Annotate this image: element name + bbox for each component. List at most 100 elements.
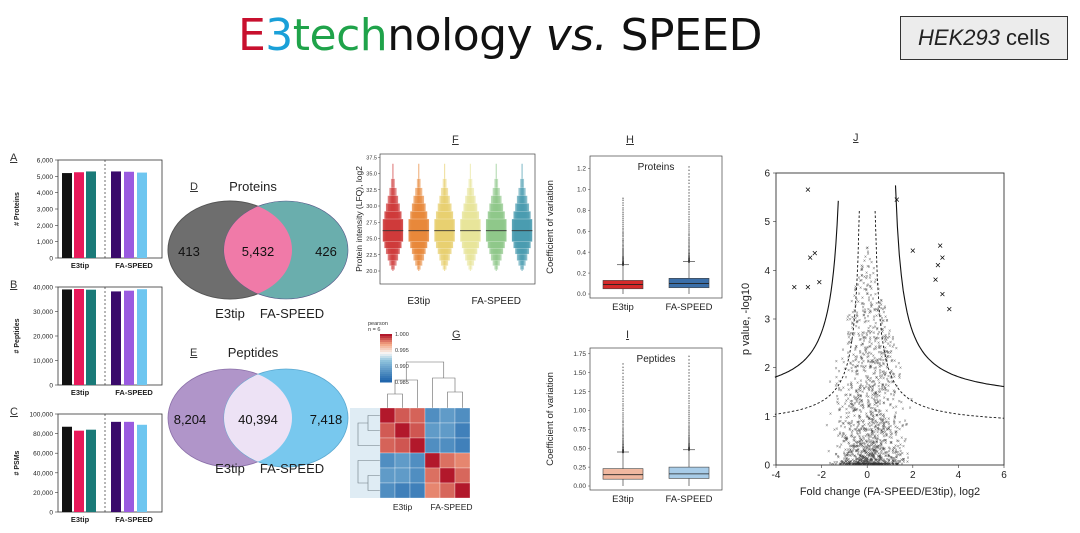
data-point: × [883, 446, 886, 452]
data-point: × [875, 462, 878, 468]
data-point: × [868, 420, 871, 426]
data-point: × [857, 393, 860, 399]
data-point: × [883, 337, 886, 343]
data-point: × [885, 462, 888, 468]
data-point: × [850, 402, 853, 408]
heatmap-cell [424, 467, 441, 484]
outlier: × [622, 410, 625, 415]
data-point: × [881, 462, 884, 468]
data-point: × [854, 427, 857, 433]
y-tick-label: 37.5 [366, 155, 377, 161]
data-point: × [866, 351, 869, 357]
data-point: × [884, 335, 887, 341]
data-point: × [877, 454, 880, 460]
data-point: × [895, 462, 898, 468]
data-point: × [873, 403, 876, 409]
data-point: × [876, 459, 879, 465]
data-point: × [854, 460, 857, 466]
data-point: × [874, 449, 877, 455]
data-point: × [860, 444, 863, 450]
data-point: × [850, 449, 853, 455]
data-point: × [878, 423, 881, 429]
data-point: × [875, 375, 878, 381]
data-point: × [841, 421, 844, 427]
outlier: × [622, 207, 625, 212]
data-point: × [871, 458, 874, 464]
data-point: × [854, 440, 857, 446]
data-point: × [883, 306, 886, 312]
data-point: × [883, 438, 886, 444]
data-point: × [859, 462, 862, 468]
data-point: × [880, 363, 883, 369]
data-point: × [853, 458, 856, 464]
data-point: × [856, 390, 859, 396]
y-tick-label: 0 [49, 256, 53, 263]
data-point: × [867, 375, 870, 381]
data-point: × [834, 462, 837, 468]
outlier: × [688, 376, 691, 381]
data-point: × [877, 389, 880, 395]
data-point: × [877, 462, 880, 468]
data-point: × [853, 439, 856, 445]
data-point: × [869, 360, 872, 366]
venn-proteins-right-label: FA-SPEED [260, 306, 324, 321]
data-point: × [863, 346, 866, 352]
data-point: × [895, 450, 898, 456]
bar [86, 289, 96, 385]
data-point: × [879, 344, 882, 350]
data-point: × [866, 462, 869, 468]
data-point: × [893, 418, 896, 424]
data-point: × [869, 310, 872, 316]
y-tick-label: 5 [764, 217, 770, 228]
data-point: × [825, 423, 828, 429]
group-label: FA-SPEED [115, 388, 153, 397]
data-point: × [882, 425, 885, 431]
data-point: × [852, 461, 855, 467]
outlier: × [622, 225, 625, 230]
data-point: × [891, 379, 894, 385]
data-point: × [859, 337, 862, 343]
y-axis-label: # Proteins [14, 192, 21, 226]
data-point: × [879, 444, 882, 450]
data-point: × [838, 369, 841, 375]
data-point: × [898, 427, 901, 433]
data-point: × [891, 450, 894, 456]
data-point: × [844, 447, 847, 453]
data-point: × [872, 452, 875, 458]
legend-swatch [380, 372, 392, 375]
data-point: × [845, 436, 848, 442]
outlier: × [622, 229, 625, 234]
data-point: × [860, 462, 863, 468]
data-point: × [856, 369, 859, 375]
data-point: × [861, 403, 864, 409]
data-point: × [880, 448, 883, 454]
data-point: × [833, 460, 836, 466]
title-part-3: tech [292, 10, 388, 61]
data-point: × [862, 420, 865, 426]
legend-swatch [380, 344, 392, 347]
data-point: × [870, 260, 873, 266]
data-point: × [856, 457, 859, 463]
data-point: × [871, 429, 874, 435]
data-point: × [862, 448, 865, 454]
data-point: × [869, 462, 872, 468]
data-point: × [884, 354, 887, 360]
data-point: × [875, 335, 878, 341]
data-point: × [879, 441, 882, 447]
heatmap-cell [379, 452, 396, 469]
data-point: × [870, 396, 873, 402]
data-point: × [850, 421, 853, 427]
data-point: × [886, 433, 889, 439]
data-point: × [869, 344, 872, 350]
data-point: × [875, 365, 878, 371]
data-point: × [882, 413, 885, 419]
data-point: × [849, 399, 852, 405]
data-point: × [861, 341, 864, 347]
data-point: × [836, 397, 839, 403]
heatmap-cell [394, 437, 411, 454]
legend-swatch [380, 342, 392, 345]
data-point: × [850, 382, 853, 388]
data-point: × [879, 358, 882, 364]
outlier: × [622, 436, 625, 441]
